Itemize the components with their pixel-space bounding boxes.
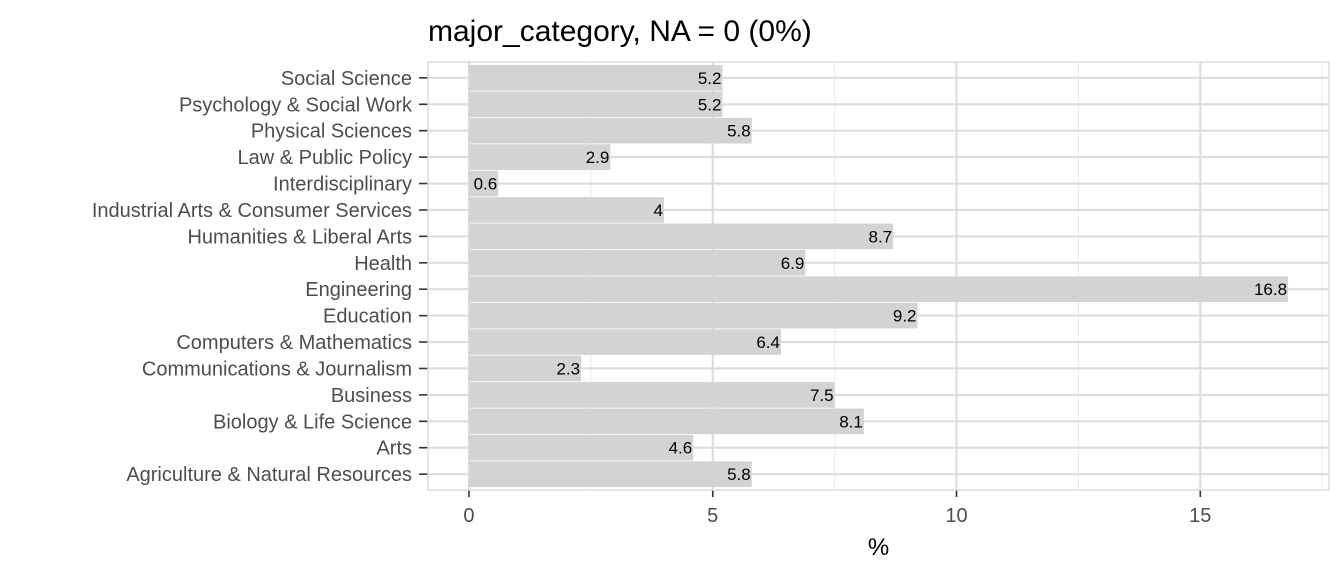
y-tick-label: Physical Sciences: [251, 121, 412, 143]
x-tick-label: 15: [1189, 505, 1211, 527]
x-tick-label: 5: [707, 505, 718, 527]
y-tick-label: Education: [323, 306, 412, 328]
y-tick-label: Computers & Mathematics: [176, 332, 412, 354]
bar: [468, 355, 582, 382]
bar: [468, 197, 664, 223]
x-ticks-layer: 0 5 10 15: [463, 490, 1211, 527]
y-tick-label: Interdisciplinary: [273, 174, 412, 196]
y-tick-label: Humanities & Liberal Arts: [187, 226, 412, 248]
bar: [468, 276, 1289, 303]
data-label: 6.9: [781, 254, 805, 273]
data-label: 9.2: [893, 307, 917, 326]
bar: [468, 117, 752, 144]
bar: [468, 408, 864, 435]
bar: [468, 461, 752, 487]
data-label: 16.8: [1254, 280, 1287, 299]
bar: [468, 144, 611, 170]
y-tick-label: Arts: [376, 438, 412, 460]
data-label: 2.3: [556, 359, 580, 378]
y-tick-label: Biology & Life Science: [213, 411, 412, 433]
bar: [468, 434, 694, 461]
data-label: 0.6: [474, 175, 498, 194]
data-label: 7.5: [810, 386, 834, 405]
data-label: 2.9: [586, 148, 610, 167]
data-label: 8.7: [868, 227, 892, 246]
bar: [468, 65, 723, 91]
y-tick-label: Health: [354, 253, 412, 275]
y-tick-label: Psychology & Social Work: [179, 94, 413, 116]
data-label: 4: [654, 201, 663, 220]
chart-title: major_category, NA = 0 (0%): [428, 15, 812, 48]
y-tick-label: Communications & Journalism: [142, 358, 412, 380]
y-tick-label: Agriculture & Natural Resources: [126, 464, 412, 486]
y-tick-label: Social Science: [281, 68, 412, 90]
y-tick-label: Engineering: [305, 279, 412, 301]
y-tick-label: Business: [331, 385, 412, 407]
y-tick-label: Law & Public Policy: [237, 147, 412, 169]
x-axis-title: %: [868, 534, 889, 561]
value-labels-layer: 5.8 4.6 8.1 7.5 2.3 6.4 9.2 16.8 6.9 8.7 4 0.6 2.9 5.…: [474, 69, 1287, 484]
data-label: 5.2: [698, 69, 722, 88]
bars-layer: [468, 65, 1289, 487]
data-label: 6.4: [756, 333, 780, 352]
bar: [468, 249, 806, 276]
x-tick-label: 10: [945, 505, 967, 527]
bar: [468, 329, 781, 355]
data-label: 5.8: [727, 122, 751, 141]
panel-border: [427, 61, 1330, 491]
x-tick-label: 0: [463, 505, 474, 527]
bar: [468, 382, 835, 408]
data-label: 5.8: [727, 465, 751, 484]
y-tick-label: Industrial Arts & Consumer Services: [92, 200, 412, 222]
bar: [468, 302, 918, 329]
category-labels-layer: Agriculture & Natural Resources Arts Biolo…: [92, 68, 428, 486]
data-label: 5.2: [698, 95, 722, 114]
data-label: 4.6: [669, 439, 693, 458]
data-label: 8.1: [839, 412, 863, 431]
bar: [468, 91, 723, 118]
bar: [468, 223, 894, 250]
bar: [468, 170, 499, 197]
